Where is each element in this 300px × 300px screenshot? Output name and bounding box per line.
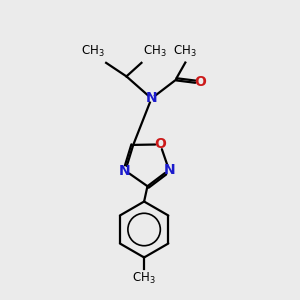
Text: N: N — [119, 164, 130, 178]
Text: N: N — [164, 163, 176, 177]
Text: N: N — [146, 92, 157, 106]
Text: O: O — [154, 137, 166, 152]
Text: CH$_3$: CH$_3$ — [132, 271, 156, 286]
Text: CH$_3$: CH$_3$ — [173, 44, 197, 59]
Text: CH$_3$: CH$_3$ — [143, 44, 167, 59]
Text: CH$_3$: CH$_3$ — [81, 44, 105, 59]
Text: O: O — [194, 75, 206, 89]
